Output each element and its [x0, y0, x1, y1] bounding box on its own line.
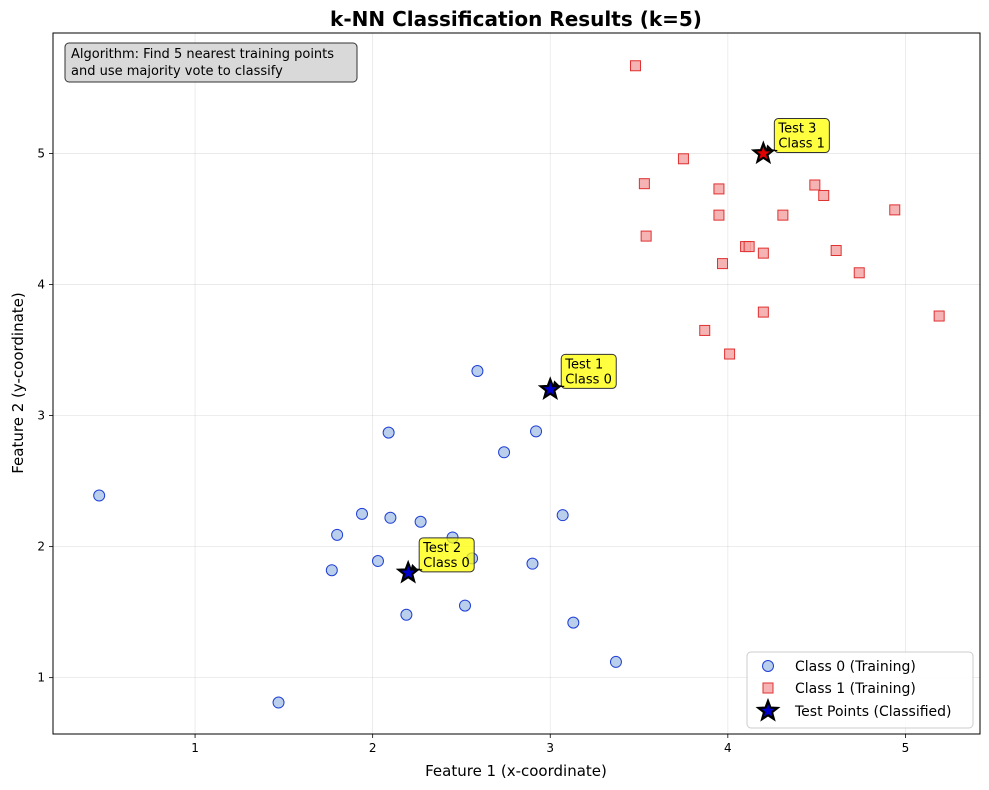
- legend-background: [746, 651, 974, 729]
- y-axis-ticks: 1 2 3 4 5: [37, 147, 53, 685]
- class-1-point: [743, 241, 755, 253]
- test-point-label-class: Class 0: [423, 556, 470, 571]
- x-tick-label: 2: [369, 741, 377, 755]
- test-point-label-name: Test 1: [564, 357, 603, 372]
- class-1-point: [757, 247, 769, 259]
- class-0-point: [609, 655, 622, 668]
- legend-test-points-marker: [755, 697, 781, 722]
- algorithm-note-line-2: and use majority vote to classify: [71, 64, 283, 79]
- test-point-arrow-head: [765, 144, 773, 152]
- x-tick-label: 4: [724, 741, 732, 755]
- class-0-point: [325, 564, 338, 577]
- test-point-label-box: [560, 353, 617, 389]
- algorithm-note-line-1: Algorithm: Find 5 nearest training point…: [71, 47, 334, 62]
- class-0-point: [384, 511, 397, 524]
- plot-frame: [52, 32, 981, 735]
- class-1-point: [699, 324, 711, 336]
- test-point-star: [395, 559, 421, 584]
- class-0-point: [471, 365, 484, 378]
- x-axis-label: Feature 1 (x-coordinate): [425, 762, 607, 780]
- y-tick-label: 2: [37, 540, 45, 554]
- plot-points: [93, 60, 945, 709]
- class-1-point: [717, 258, 728, 270]
- class-0-point: [382, 426, 395, 439]
- x-tick-label: 1: [191, 741, 199, 755]
- test-point-star: [750, 140, 776, 165]
- class-1-point: [640, 230, 652, 242]
- y-tick-label: 1: [37, 671, 45, 685]
- class-1-point: [638, 178, 650, 190]
- legend-class-0-marker: [762, 660, 774, 672]
- class-0-point: [526, 557, 539, 570]
- class-1-point: [713, 209, 725, 221]
- class-0-point: [459, 599, 471, 612]
- x-tick-label: 3: [546, 741, 554, 755]
- x-tick-label: 5: [902, 741, 910, 755]
- class-1-point: [629, 60, 641, 72]
- test-point-label-class: Class 0: [565, 372, 612, 387]
- test-point-label-class: Class 1: [778, 137, 825, 152]
- algorithm-note-box: Algorithm: Find 5 nearest training point…: [64, 42, 358, 83]
- class-1-point: [889, 204, 901, 216]
- class-1-point: [933, 310, 945, 322]
- class-1-point: [818, 189, 830, 201]
- test-point-label-box: [773, 118, 830, 154]
- x-axis-ticks: 1 2 3 4 5: [191, 734, 909, 755]
- y-axis-label: Feature 2 (y-coordinate): [9, 292, 27, 474]
- grid-lines: [53, 33, 980, 734]
- class-0-point: [556, 509, 569, 522]
- test-point-arrow-head: [552, 380, 560, 388]
- class-0-point: [371, 555, 384, 568]
- class-0-point: [414, 515, 427, 528]
- test-point-star: [537, 376, 563, 401]
- y-tick-label: 5: [37, 147, 45, 161]
- class-0-point: [498, 446, 511, 459]
- class-1-point: [724, 348, 736, 360]
- class-0-point: [567, 616, 580, 629]
- test-point-label-box: [418, 537, 475, 573]
- class-1-point: [757, 306, 769, 318]
- algorithm-note-background: [64, 42, 358, 83]
- class-0-point: [272, 696, 285, 709]
- legend: Class 0 (Training) Class 1 (Training) Test…: [746, 651, 974, 729]
- legend-label: Class 0 (Training): [795, 659, 916, 675]
- class-1-point: [809, 179, 821, 191]
- class-0-point: [93, 489, 106, 502]
- class-1-point: [830, 245, 842, 257]
- chart-title: k-NN Classification Results (k=5): [330, 7, 702, 31]
- y-tick-label: 3: [37, 409, 45, 423]
- class-0-point: [356, 507, 368, 520]
- class-1-point: [713, 183, 725, 195]
- test-point-label-name: Test 3: [777, 122, 816, 137]
- class-0-point: [530, 425, 543, 438]
- class-1-point: [677, 153, 689, 165]
- legend-label: Test Points (Classified): [794, 704, 952, 720]
- test-point-label-name: Test 2: [422, 541, 461, 556]
- class-1-point: [777, 209, 789, 221]
- class-1-point: [853, 267, 865, 279]
- legend-label: Class 1 (Training): [795, 681, 916, 697]
- y-tick-label: 4: [37, 278, 45, 292]
- test-point-arrow-head: [410, 563, 418, 571]
- legend-class-1-marker: [762, 682, 774, 694]
- class-0-point: [400, 608, 413, 621]
- class-0-point: [331, 528, 344, 541]
